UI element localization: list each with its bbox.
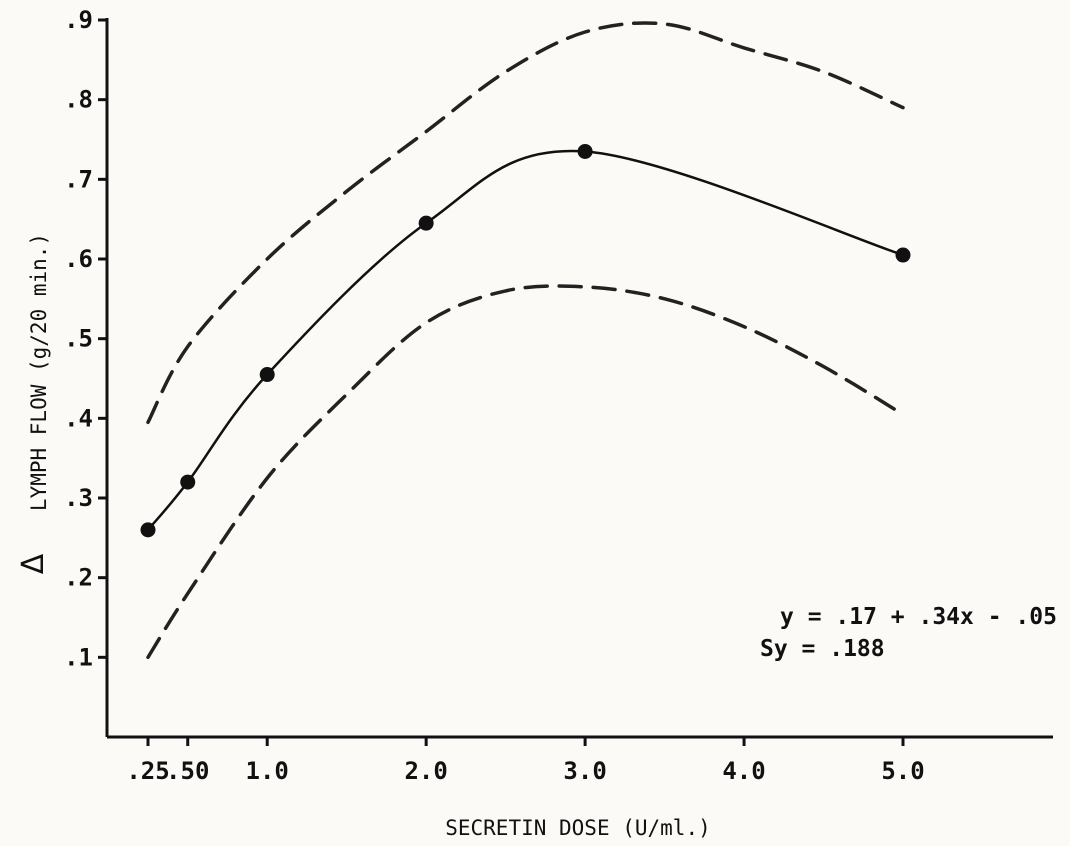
y-tick-label: .9	[64, 6, 93, 34]
y-tick-label: .5	[64, 325, 93, 353]
y-tick-label: .3	[64, 484, 93, 512]
y-tick-label: .7	[64, 165, 93, 193]
x-tick-label: 4.0	[722, 757, 765, 785]
x-tick-label: .25	[126, 757, 169, 785]
data-point	[418, 215, 434, 231]
data-point	[895, 247, 911, 263]
x-tick-label: 2.0	[404, 757, 447, 785]
y-tick-label: .2	[64, 564, 93, 592]
data-points-layer	[140, 143, 911, 538]
data-point	[577, 143, 593, 159]
lower-confidence-line	[146, 284, 905, 660]
ticks-layer: .1 .2 .3 .4 .5 .6 .7 .8 .9 .25.50 1.0 2.0 3.0 4.0 5.0	[64, 6, 925, 785]
x-tick-label: 1.0	[246, 757, 289, 785]
confidence-band-layer	[146, 21, 905, 660]
equation-annotation: y = .17 + .34x - .05 x2	[780, 599, 1070, 630]
x-axis-title: SECRETIN DOSE (U/ml.)	[445, 816, 711, 840]
data-point	[180, 474, 196, 490]
x-tick-label: 3.0	[563, 757, 606, 785]
data-point	[140, 522, 156, 538]
axes-layer	[105, 18, 1053, 739]
delta-symbol: Δ	[16, 553, 51, 574]
regression-curve	[147, 149, 904, 531]
sy-annotation: Sy = .188	[760, 636, 885, 662]
x-tick-label: 5.0	[881, 757, 924, 785]
equation-text: y = .17 + .34x - .05 x	[780, 604, 1070, 630]
y-tick-label: .1	[64, 643, 93, 671]
y-tick-label: .4	[64, 404, 93, 432]
data-point	[259, 367, 275, 383]
y-tick-label: .6	[64, 245, 93, 273]
y-axis-title: LYMPH FLOW (g/20 min.)	[27, 233, 51, 511]
upper-confidence-line	[146, 21, 905, 425]
regression-curve-layer	[147, 149, 904, 531]
x-tick-label: .50	[166, 757, 209, 785]
y-tick-label: .8	[64, 86, 93, 114]
